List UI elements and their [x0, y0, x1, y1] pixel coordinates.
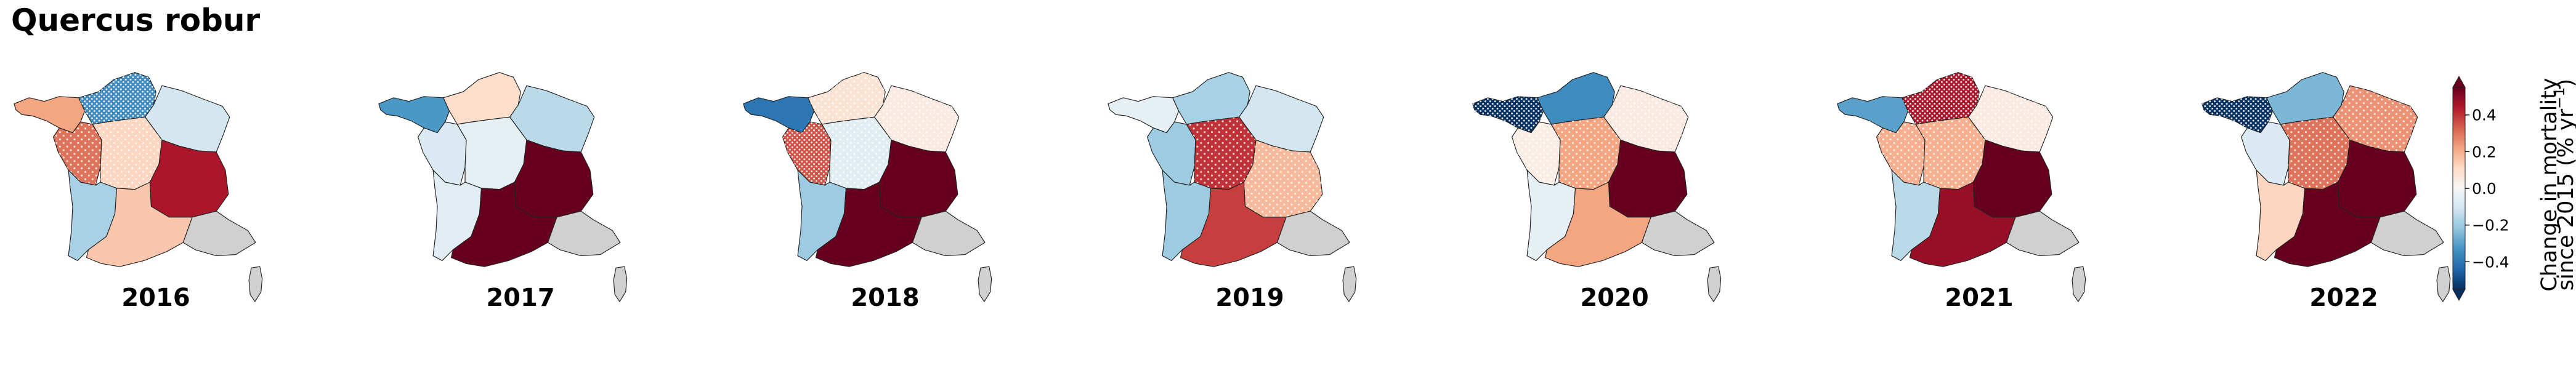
region-hatch-nw — [1472, 96, 1544, 133]
colorbar-label-line2: since 2015 (% yr−1) — [2551, 79, 2576, 291]
map-panel-2020: 2020 — [1472, 72, 1722, 312]
region-corsica — [1342, 266, 1357, 303]
colorbar-tick-label: 0.4 — [2472, 106, 2497, 124]
colorbar-label-line1: Change in mortality — [2537, 78, 2562, 291]
map-panel-2022: 2022 — [2201, 72, 2451, 312]
region-w — [2241, 121, 2290, 186]
france-map — [1837, 72, 2086, 303]
map-panels: 2016 2017 2018 2019 2020 2021 2022 — [14, 72, 2451, 312]
region-hatch-ne — [1603, 86, 1688, 152]
region-hatch-nw — [2201, 96, 2273, 133]
region-hatch-w — [782, 122, 831, 185]
region-s — [815, 182, 922, 267]
region-hatch-n — [1902, 72, 1980, 124]
france-map — [1472, 72, 1722, 303]
colorbar-tick-label: −0.4 — [2472, 253, 2509, 271]
region-nw — [378, 96, 450, 134]
year-label: 2019 — [1215, 284, 1284, 312]
region-nw — [14, 96, 86, 134]
colorbar-extend-max — [2452, 75, 2466, 88]
figure-title: Quercus robur — [11, 2, 261, 38]
year-label: 2016 — [121, 284, 190, 312]
region-hatch-n — [78, 72, 156, 124]
colorbar-bar — [2452, 87, 2466, 290]
france-map — [14, 72, 263, 303]
region-hatch-c — [1186, 117, 1256, 190]
region-hatch-c — [92, 117, 162, 190]
region-se — [1276, 211, 1350, 257]
region-se — [2370, 211, 2444, 257]
region-hatch-c — [2280, 117, 2350, 190]
region-corsica — [248, 266, 263, 303]
region-hatch-ne — [1968, 86, 2053, 152]
region-hatch-c — [1916, 117, 1985, 190]
map-panel-2021: 2021 — [1837, 72, 2086, 312]
year-label: 2018 — [851, 284, 919, 312]
region-corsica — [1707, 266, 1722, 303]
region-corsica — [2072, 266, 2086, 303]
region-hatch-w — [1876, 122, 1925, 185]
region-s — [450, 182, 557, 267]
region-se — [1641, 211, 1715, 257]
france-map — [2201, 72, 2451, 303]
year-label: 2020 — [1580, 284, 1648, 312]
region-w — [418, 121, 467, 186]
year-label: 2017 — [486, 284, 554, 312]
map-panel-2017: 2017 — [378, 72, 628, 312]
france-map — [743, 72, 992, 303]
region-nw — [1108, 96, 1180, 134]
region-se — [182, 211, 256, 257]
region-hatch-w — [53, 122, 102, 185]
region-n — [2266, 72, 2344, 125]
year-label: 2021 — [1945, 284, 2013, 312]
france-map — [378, 72, 628, 303]
region-hatch-c — [822, 117, 891, 190]
region-n — [1172, 72, 1250, 125]
region-hatch-c — [1551, 117, 1621, 190]
colorbar: 0.4 0.2 0.0 −0.2 −0.4 Change in mortalitysinc… — [2452, 75, 2576, 302]
region-s — [86, 182, 193, 267]
colorbar-tick-label: 0.2 — [2472, 143, 2497, 161]
region-corsica — [613, 266, 628, 303]
year-label: 2022 — [2309, 284, 2378, 312]
region-s — [1909, 182, 2016, 267]
region-se — [912, 211, 986, 257]
region-w — [1147, 121, 1196, 186]
region-hatch-ne — [874, 86, 959, 152]
france-map — [1108, 72, 1357, 303]
colorbar-tick-label: 0.0 — [2472, 180, 2497, 198]
map-panel-2019: 2019 — [1108, 72, 1357, 312]
map-panel-2018: 2018 — [743, 72, 992, 312]
colorbar-tick-label: −0.2 — [2472, 217, 2509, 235]
region-s — [2274, 182, 2381, 267]
region-n — [443, 72, 521, 125]
region-se — [2006, 211, 2080, 257]
region-hatch-e — [1244, 140, 1322, 217]
region-hatch-w — [1512, 122, 1560, 185]
region-nw — [1837, 96, 1909, 134]
region-s — [1544, 182, 1651, 267]
map-panel-2016: 2016 — [14, 72, 263, 312]
colorbar-extend-min — [2452, 289, 2466, 302]
region-corsica — [978, 266, 992, 303]
region-nw — [743, 96, 815, 134]
region-se — [547, 211, 621, 257]
region-hatch-n — [808, 72, 886, 124]
region-n — [1537, 72, 1615, 125]
region-corsica — [2436, 266, 2451, 303]
region-hatch-ne — [2333, 86, 2418, 152]
region-s — [1180, 182, 1287, 267]
